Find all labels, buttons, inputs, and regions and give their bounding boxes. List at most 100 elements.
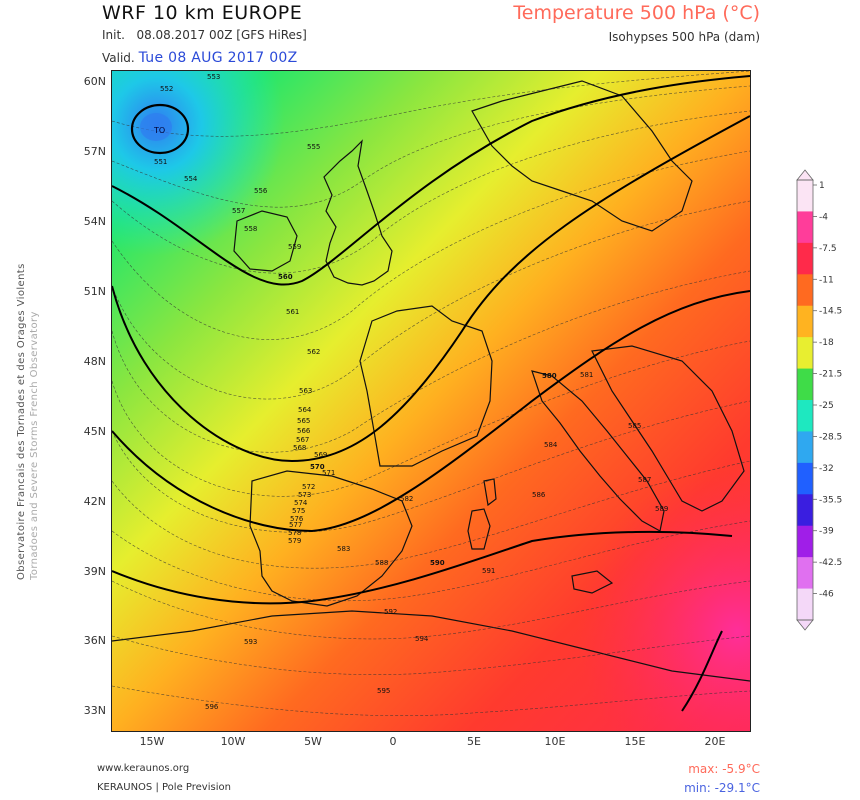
contour-label: 558 (244, 225, 257, 233)
contour-label: 593 (244, 638, 257, 646)
colorbar-cell (797, 431, 813, 464)
coastline-sardinia (467, 508, 491, 550)
contour-label: 581 (580, 371, 593, 379)
colorbar-cell (797, 180, 813, 212)
colorbar-bottom-arrow (796, 619, 814, 631)
lon-tick: 10W (220, 735, 246, 748)
cold-low-core (140, 113, 172, 141)
coastline-scandinavia (471, 80, 693, 232)
contour-label: 561 (286, 308, 299, 316)
contour-label: 574 (294, 499, 308, 507)
contour-label: 562 (307, 348, 320, 356)
lon-tick: 10E (544, 735, 566, 748)
coastline-north-africa (112, 610, 750, 682)
colorbar-cell (797, 462, 813, 495)
isohypse-lines (112, 71, 750, 716)
cold-low: TO (130, 103, 190, 155)
colorbar-cell (797, 588, 813, 621)
side-attribution-en: Tornadoes and Severe Storms French Obser… (29, 311, 40, 580)
contour-label: 552 (160, 85, 173, 93)
contour-label: 588 (375, 559, 388, 567)
coastline-sicily (571, 570, 614, 594)
contour-label: 578 (288, 529, 301, 537)
lon-tick: 0 (389, 735, 397, 748)
contour-label: 570 (310, 463, 325, 471)
contour-label: 569 (314, 451, 327, 459)
contour-label: 580 (542, 372, 557, 380)
lat-tick: 48N (83, 355, 106, 368)
lat-tick: 51N (83, 285, 106, 298)
colorbar-label: -32 (819, 464, 834, 474)
low-label: TO (153, 126, 165, 135)
colorbar-label: 1 (819, 181, 825, 191)
colorbar-label: -42.5 (819, 558, 842, 568)
contour-label: 575 (292, 507, 305, 515)
lon-tick: 20E (704, 735, 726, 748)
company-name: KERAUNOS | Pole Prevision (97, 782, 231, 793)
coastline-ireland (233, 210, 298, 272)
contour-label: 559 (288, 243, 301, 251)
lon-tick: 5W (304, 735, 322, 748)
site-url[interactable]: www.keraunos.org (97, 763, 190, 774)
colorbar-cell (797, 211, 813, 244)
contour-label: 571 (322, 469, 335, 477)
init-label: Init. (102, 28, 125, 42)
colorbar-frame (796, 179, 814, 621)
map-title: WRF 10 km EUROPE (102, 2, 303, 24)
colorbar-label: -4 (819, 212, 828, 222)
contour-label: 595 (377, 687, 390, 695)
valid-time: Valid. Tue 08 AUG 2017 00Z (102, 50, 298, 66)
lon-tick: 15W (139, 735, 165, 748)
contour-label: 576 (290, 515, 304, 523)
lat-tick: 36N (83, 634, 106, 647)
init-time: Init. 08.08.2017 00Z [GFS HiRes] (102, 28, 307, 42)
valid-value: Tue 08 AUG 2017 00Z (138, 50, 298, 66)
map-canvas: TO 553 552 551 554 555 556 557 558 559 5… (112, 71, 750, 731)
max-temperature: max: -5.9°C (688, 762, 760, 776)
valid-label: Valid. (102, 51, 135, 65)
lat-tick: 54N (83, 215, 106, 228)
lon-tick: 15E (624, 735, 646, 748)
temperature-map[interactable]: TO 553 552 551 554 555 556 557 558 559 5… (111, 70, 751, 732)
lon-tick: 5E (467, 735, 481, 748)
contour-label: 592 (384, 608, 397, 616)
contour-label: 553 (207, 73, 220, 81)
colorbar-label: -46 (819, 590, 834, 600)
contour-label: 557 (232, 207, 245, 215)
colorbar-cell (797, 368, 813, 401)
contour-label: 572 (302, 483, 315, 491)
colorbar-label: -39 (819, 527, 834, 537)
colorbar-top-arrow (796, 169, 814, 181)
colorbar-cell (797, 242, 813, 275)
colorbar-label: -25 (819, 401, 834, 411)
colorbar-cell (797, 557, 813, 590)
colorbar-cell (797, 400, 813, 432)
init-value: 08.08.2017 00Z [GFS HiRes] (136, 28, 307, 42)
contour-label: 591 (482, 567, 495, 575)
contour-label: 555 (307, 143, 320, 151)
contour-label: 564 (298, 406, 312, 414)
colorbar: 1 -4 -7.5 -11 -14.5 -18 -21.5 -25 -28.5 -32 -35.5 -… (793, 168, 860, 637)
contour-label: 582 (400, 495, 413, 503)
colorbar-cell (797, 337, 813, 370)
parameter-title: Temperature 500 hPa (°C) (513, 2, 760, 24)
colorbar-labels: 1 -4 -7.5 -11 -14.5 -18 -21.5 -25 -28.5 -32 -35.5 -… (813, 181, 842, 600)
cold-low-field (112, 71, 750, 731)
colorbar-label: -21.5 (819, 370, 842, 380)
colorbar-svg: 1 -4 -7.5 -11 -14.5 -18 -21.5 -25 -28.5 -32 -35.5 -… (796, 169, 842, 631)
colorbar-label: -18 (819, 338, 834, 348)
contour-label: 589 (655, 505, 668, 513)
colorbar-cell (797, 305, 813, 338)
contour-label: 563 (299, 387, 312, 395)
isohypse-bold-lines (112, 75, 750, 712)
side-attribution-fr: Observatoire Francais des Tornades et de… (16, 263, 27, 580)
coastline-balkans (591, 345, 745, 512)
contour-label: 577 (289, 521, 302, 529)
contour-label: 565 (297, 417, 310, 425)
colorbar-label: -14.5 (819, 307, 842, 317)
contour-label: 554 (184, 175, 198, 183)
contour-label: 568 (293, 444, 306, 452)
colorbar-label: -28.5 (819, 432, 842, 442)
contour-label: 560 (278, 273, 293, 281)
lat-tick: 33N (83, 704, 106, 717)
